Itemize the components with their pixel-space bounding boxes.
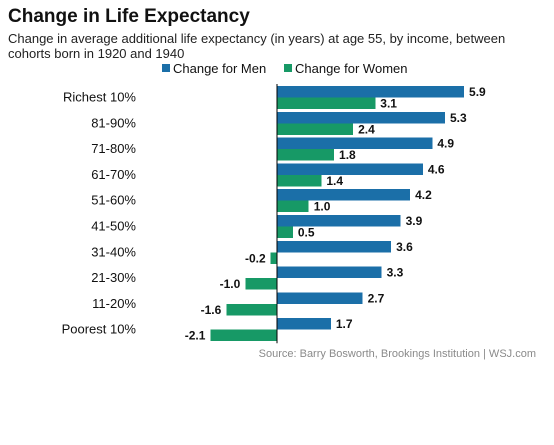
source-note: Source: Barry Bosworth, Brookings Instit… <box>258 348 536 360</box>
category-label: 81-90% <box>91 115 136 130</box>
category-label: Poorest 10% <box>62 322 137 337</box>
bar-men <box>277 266 382 279</box>
legend-swatch-men <box>162 64 170 72</box>
bar-men <box>277 215 401 227</box>
legend: Change for Men Change for Women <box>162 61 408 76</box>
bar-women <box>277 226 293 238</box>
chart-subtitle: Change in average additional life expect… <box>8 31 506 61</box>
value-label-men: 4.9 <box>437 137 454 151</box>
category-label: 61-70% <box>91 167 136 182</box>
value-label-men: 3.3 <box>387 266 404 280</box>
category-label: 11-20% <box>92 296 136 311</box>
value-label-men: 5.3 <box>450 111 467 125</box>
bar-men <box>277 86 465 98</box>
value-label-women: -1.6 <box>201 303 222 317</box>
category-label: Richest 10% <box>63 90 136 105</box>
value-label-men: 3.6 <box>396 240 413 254</box>
value-label-women: 2.4 <box>358 122 375 136</box>
category-label: 71-80% <box>91 141 136 156</box>
value-label-women: 1.4 <box>326 174 343 188</box>
bar-men <box>277 111 446 124</box>
value-label-men: 5.9 <box>469 85 486 99</box>
bar-men <box>277 137 433 150</box>
value-label-women: 3.1 <box>380 97 397 111</box>
bar-women <box>277 97 376 109</box>
bar-men <box>277 163 423 175</box>
bar-women <box>277 200 309 213</box>
value-label-women: -2.1 <box>185 329 206 343</box>
category-label: 41-50% <box>91 219 136 234</box>
chart-title: Change in Life Expectancy <box>8 6 250 27</box>
bar-women <box>245 278 277 290</box>
legend-swatch-women <box>284 64 292 72</box>
value-label-men: 1.7 <box>336 317 353 331</box>
category-label: 31-40% <box>91 244 136 259</box>
bar-women <box>226 303 277 316</box>
bar-women <box>277 123 354 135</box>
bar-women <box>210 329 277 342</box>
value-label-men: 2.7 <box>368 291 385 305</box>
value-label-women: 0.5 <box>298 226 315 240</box>
bar-men <box>277 318 331 330</box>
value-label-women: 1.0 <box>314 200 331 214</box>
value-label-women: 1.8 <box>339 148 356 162</box>
value-label-women: -1.0 <box>220 277 241 291</box>
bar-men <box>277 292 363 304</box>
category-label: 51-60% <box>91 193 136 208</box>
bar-women <box>270 252 277 264</box>
value-label-women: -0.2 <box>245 251 266 265</box>
category-label: 21-30% <box>91 270 136 285</box>
value-label-men: 4.6 <box>428 162 445 176</box>
bar-women <box>277 149 335 161</box>
bar-men <box>277 240 392 253</box>
value-label-men: 3.9 <box>406 214 423 228</box>
legend-label-men: Change for Men <box>173 61 266 76</box>
legend-label-women: Change for Women <box>295 61 408 76</box>
value-label-men: 4.2 <box>415 188 432 202</box>
plot-area: Richest 10% 5.9 3.1 81-90% 5.3 2.4 71-80% 4.9 1.… <box>62 84 486 344</box>
bar-women <box>277 174 322 187</box>
bar-men <box>277 189 411 201</box>
